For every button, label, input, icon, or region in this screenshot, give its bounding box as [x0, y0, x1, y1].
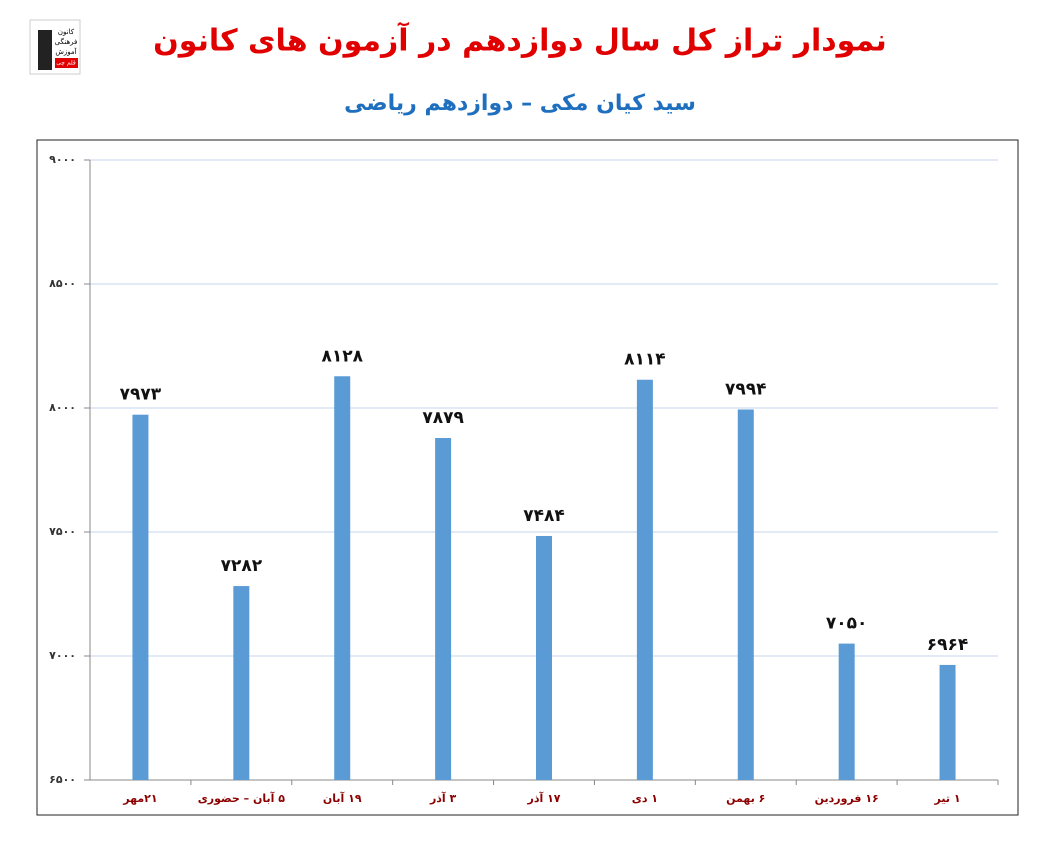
value-label: ۷۲۸۲ — [221, 556, 263, 576]
bar — [939, 664, 956, 780]
x-tick-label: ۱ دی — [632, 792, 658, 805]
logo: کانون فرهنگی آموزش قلم چی — [29, 19, 81, 75]
bar — [233, 586, 250, 780]
logo-text: کانون — [58, 28, 75, 36]
x-tick-label: ۱۷ آذر — [526, 791, 560, 805]
y-tick-label: ۷۰۰۰ — [49, 649, 76, 662]
logo-text: قلم چی — [56, 60, 76, 67]
value-label: ۶۹۶۴ — [927, 635, 969, 655]
bar — [536, 535, 552, 780]
logo-band — [55, 58, 78, 68]
y-tick-label: ۸۵۰۰ — [49, 277, 76, 290]
value-label: ۸۱۱۴ — [624, 350, 666, 370]
bar — [737, 409, 754, 780]
chart-subtitle: سید کیان مکی – دوازدهم ریاضی — [344, 91, 696, 116]
value-label: ۷۸۷۹ — [422, 408, 464, 428]
x-tick-label: ۱۹ آبان — [323, 791, 362, 805]
value-label: ۷۹۷۳ — [120, 385, 162, 405]
x-tick-label: ۲۱مهر — [122, 792, 157, 805]
value-label: ۸۱۲۸ — [321, 346, 363, 366]
logo-figure — [38, 30, 52, 70]
bar — [838, 643, 855, 780]
y-tick-label: ۷۵۰۰ — [49, 525, 76, 538]
value-label: ۷۴۸۴ — [523, 506, 565, 526]
value-label: ۷۹۹۴ — [725, 379, 767, 399]
bar — [435, 438, 452, 780]
x-tick-label: ۵ آبان – حضوری — [198, 791, 285, 805]
x-tick-label: ۳ آذر — [429, 791, 457, 805]
bar — [132, 414, 149, 780]
chart-title: نمودار تراز کل سال دوازدهم در آزمون های … — [153, 22, 887, 59]
x-tick-label: ۱۶ فروردین — [815, 792, 879, 805]
bar — [636, 379, 653, 780]
logo-text: آموزش — [55, 47, 77, 56]
y-tick-label: ۹۰۰۰ — [49, 153, 76, 166]
y-tick-label: ۶۵۰۰ — [49, 773, 76, 786]
bar — [334, 376, 351, 780]
x-tick-label: ۶ بهمن — [726, 792, 765, 805]
value-label: ۷۰۵۰ — [826, 614, 868, 634]
y-tick-label: ۸۰۰۰ — [49, 401, 76, 414]
x-tick-label: ۱ تیر — [934, 792, 961, 805]
logo-text: فرهنگی — [55, 37, 78, 46]
chart-frame — [36, 139, 1019, 816]
